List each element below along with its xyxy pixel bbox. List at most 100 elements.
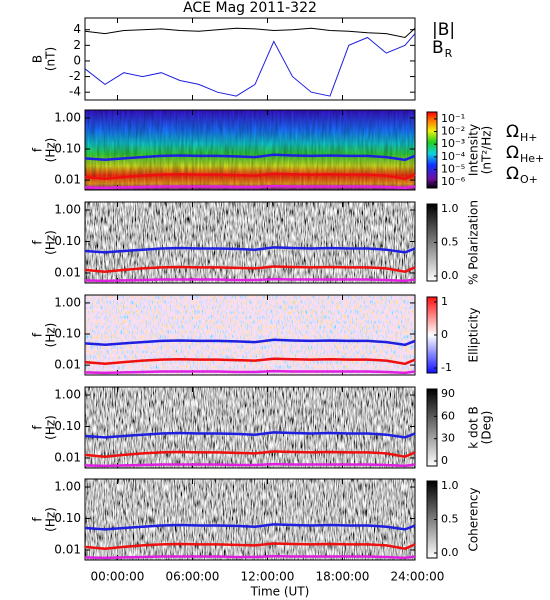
colorbar-label: Coherency: [467, 487, 481, 551]
y-tick-label: 0.01: [54, 265, 81, 279]
x-axis-label: Time (UT): [250, 585, 310, 599]
colorbar-label: % Polarization: [467, 200, 481, 285]
y-axis-label: f: [31, 240, 45, 245]
spectrogram-background: [85, 295, 415, 375]
colorbar: [426, 388, 438, 467]
y-tick-label: 4: [73, 22, 81, 36]
y-tick-label: 0.10: [54, 142, 81, 156]
legend-subscript: O+: [520, 173, 538, 186]
x-tick-label: 18:00:00: [316, 570, 370, 584]
colorbar-tick-label: 10⁻¹: [441, 112, 465, 125]
y-axis-label: (Hz): [44, 230, 58, 255]
colorbar-tick-label: 0: [441, 328, 448, 341]
y-tick-label: 0.10: [54, 327, 81, 341]
colorbar-tick-label: 10⁻⁴: [441, 150, 466, 163]
data-line: [84, 246, 416, 254]
y-tick-label: 0.01: [54, 542, 81, 556]
data-line: [84, 369, 416, 375]
legend-label: |B|: [432, 20, 455, 40]
data-line: [84, 431, 416, 439]
spectrogram-background: [85, 387, 415, 468]
y-tick-label: 0.10: [54, 234, 81, 248]
colorbar-label: Intensity: [467, 124, 481, 176]
y-axis-label: f: [31, 332, 45, 337]
legend-label: B: [432, 38, 444, 58]
colorbar-tick-label: 10⁻⁶: [441, 175, 466, 188]
y-tick-label: 0.01: [54, 358, 81, 372]
y-tick-label: 1.00: [54, 480, 81, 494]
colorbar-tick-label: 30: [441, 432, 455, 445]
plot-frame: [84, 478, 416, 561]
y-axis-label: (Hz): [44, 323, 58, 348]
y-tick-label: 1.00: [54, 388, 81, 402]
colorbar-tick-label: 1.0: [441, 202, 459, 215]
colorbar-label: (nT²/Hz): [480, 126, 494, 174]
data-line: [84, 172, 416, 181]
y-axis-label: f: [31, 425, 45, 430]
legend-subscript: R: [445, 47, 453, 60]
legend-label: Ω: [506, 122, 519, 142]
plot-frame: [84, 201, 416, 284]
y-tick-label: 0.01: [54, 450, 81, 464]
colorbar-tick-label: 10⁻³: [441, 137, 465, 150]
legend-label: Ω: [506, 164, 519, 184]
data-line: [84, 153, 416, 162]
legend-subscript: He+: [520, 152, 544, 165]
colorbar-tick-label: 0.5: [441, 513, 459, 526]
y-axis-label: (Hz): [44, 138, 58, 163]
x-tick-label: 24:00:00: [391, 570, 445, 584]
spectrogram-background: [85, 202, 415, 283]
y-axis-label: B: [31, 55, 45, 63]
colorbar-label: k dot B: [467, 406, 481, 448]
colorbar-label: Ellipticity: [467, 308, 481, 363]
chart-title: ACE Mag 2011-322: [183, 0, 317, 16]
y-axis-label: f: [31, 147, 45, 152]
y-axis-label: (Hz): [44, 507, 58, 532]
y-tick-label: 0.10: [54, 511, 81, 525]
colorbar-tick-label: 90: [441, 387, 455, 400]
data-line: [84, 277, 416, 283]
data-line: [84, 265, 416, 273]
spectrogram-background: [85, 479, 415, 560]
colorbar-tick-label: 0.5: [441, 236, 459, 249]
colorbar-tick-label: -1: [441, 361, 452, 374]
colorbar-tick-label: 0: [441, 454, 448, 467]
colorbar-label: (Deg): [480, 411, 494, 445]
colorbar-tick-label: 10⁻²: [441, 125, 465, 138]
colorbar-tick-label: 0.0: [441, 269, 459, 282]
y-tick-label: -2: [69, 69, 81, 83]
y-tick-label: 2: [73, 38, 81, 52]
legend-subscript: H+: [520, 131, 538, 144]
y-axis-label: f: [31, 517, 45, 522]
x-tick-label: 12:00:00: [241, 570, 295, 584]
colorbar-tick-label: 1: [441, 295, 448, 308]
data-line: [84, 33, 416, 97]
colorbar-tick-label: 0.0: [441, 546, 459, 559]
colorbar-tick-label: 10⁻⁵: [441, 163, 465, 176]
y-axis-label: (nT): [44, 47, 58, 71]
data-line: [84, 542, 416, 550]
plot-frame: [84, 17, 416, 101]
colorbar: [426, 111, 438, 189]
plot-frame: [84, 294, 416, 376]
y-tick-label: 1.00: [54, 110, 81, 124]
y-tick-label: 0.10: [54, 419, 81, 433]
legend-label: Ω: [506, 143, 519, 163]
data-line: [84, 554, 416, 560]
y-tick-label: -4: [69, 85, 81, 99]
x-tick-label: 06:00:00: [166, 570, 220, 584]
data-line: [84, 523, 416, 531]
data-line: [84, 462, 416, 468]
plot-frame: [84, 386, 416, 469]
y-tick-label: 0: [73, 53, 81, 67]
colorbar-tick-label: 1.0: [441, 479, 459, 492]
y-tick-label: 0.01: [54, 173, 81, 187]
spectrogram-texture: [85, 110, 415, 190]
data-line: [84, 184, 416, 190]
data-line: [84, 27, 416, 39]
y-axis-label: (Hz): [44, 415, 58, 440]
plot-frame: [84, 109, 416, 191]
colorbar-tick-label: 60: [441, 409, 455, 422]
data-line: [84, 338, 416, 347]
